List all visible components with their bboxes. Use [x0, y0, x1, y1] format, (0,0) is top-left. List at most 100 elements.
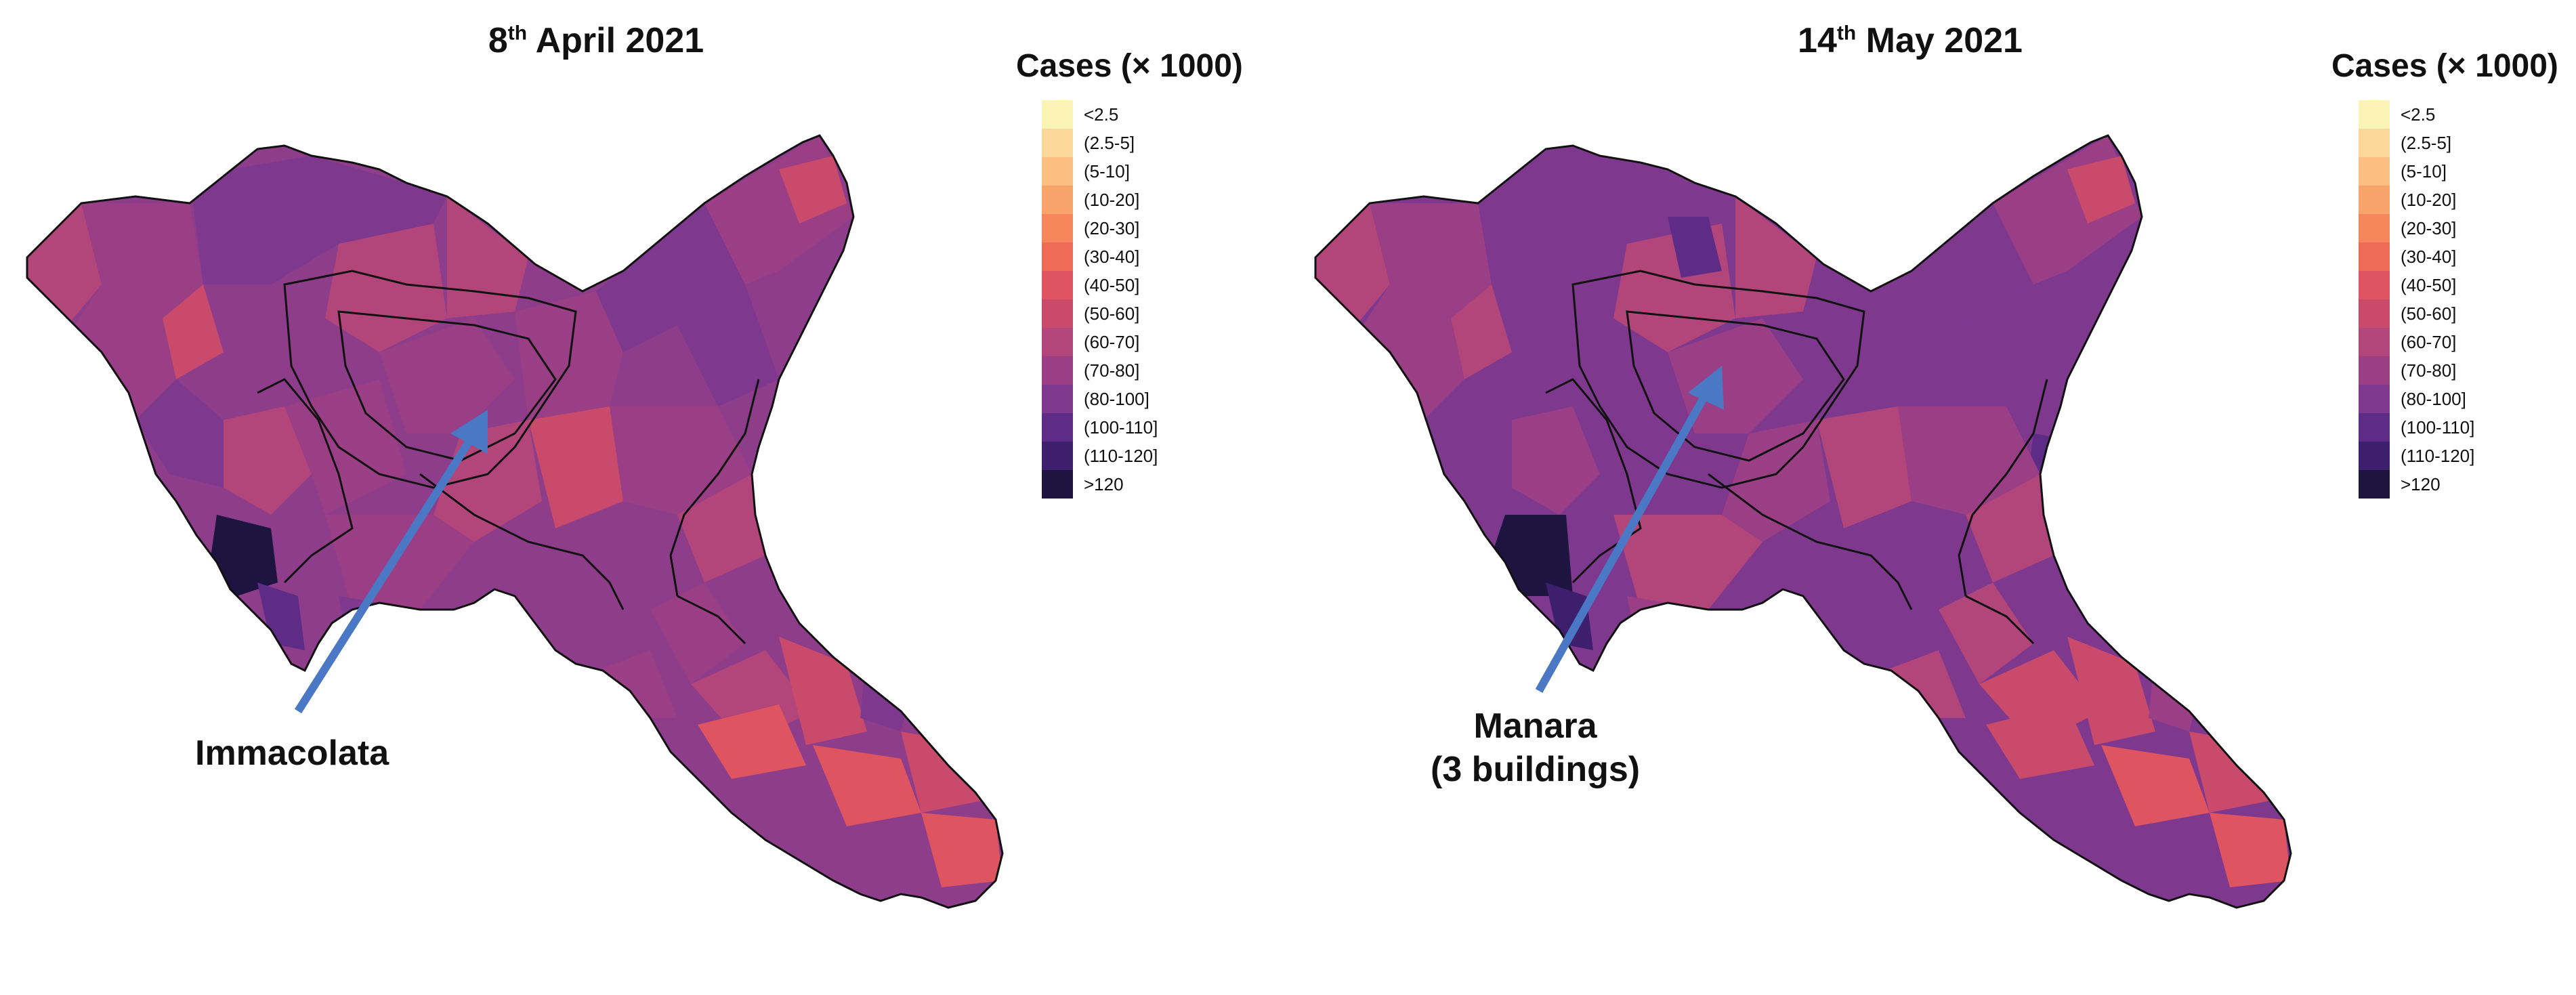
- legend-swatch: [2359, 356, 2390, 385]
- legend-label: (110-120]: [2401, 445, 2475, 466]
- legend-label: (20-30]: [1084, 217, 1140, 238]
- legend-swatch: [1042, 157, 1073, 186]
- arrowhead: [1688, 366, 1724, 410]
- annotation-immacolata: Immacolata: [195, 734, 389, 773]
- legend-swatch: [1042, 186, 1073, 214]
- legend-item: (2.5-5]: [1042, 129, 1158, 157]
- legend-item: (100-110]: [1042, 413, 1158, 442]
- arrow: [1535, 387, 1712, 693]
- legend-label: (30-40]: [2401, 246, 2457, 267]
- legend-label: (30-40]: [1084, 246, 1140, 267]
- legend-label: <2.5: [2401, 104, 2436, 125]
- legend-item: >120: [1042, 470, 1158, 499]
- legend-title: Cases (× 1000): [1016, 48, 1243, 84]
- legend-item: (80-100]: [1042, 385, 1158, 413]
- legend-label: >120: [1084, 473, 1124, 494]
- legend-swatch: [2359, 129, 2390, 157]
- legend-item: (110-120]: [1042, 442, 1158, 470]
- legend-label: (50-60]: [1084, 303, 1140, 324]
- legend-label: (80-100]: [2401, 388, 2466, 409]
- legend-swatch: [2359, 385, 2390, 413]
- legend-item: (70-80]: [2359, 356, 2474, 385]
- legend-label: (2.5-5]: [1084, 132, 1135, 153]
- panel-title: 14th May 2021: [1798, 21, 2023, 60]
- legend-label: (5-10]: [1084, 161, 1130, 182]
- legend-swatch: [2359, 100, 2390, 129]
- map-panel-may: 14th May 2021 Cases (× 1000) <2.5 (2.5-5]…: [1288, 0, 2576, 995]
- legend-item: (10-20]: [1042, 186, 1158, 214]
- legend-swatch: [1042, 385, 1073, 413]
- legend-item: (60-70]: [1042, 328, 1158, 356]
- legend-swatch: [2359, 299, 2390, 328]
- legend-swatch: [2359, 442, 2390, 470]
- legend-swatch: [1042, 242, 1073, 271]
- legend-swatch: [1042, 100, 1073, 129]
- legend-label: (80-100]: [1084, 388, 1149, 409]
- legend-swatch: [1042, 413, 1073, 442]
- legend-label: (100-110]: [1084, 417, 1158, 438]
- legend-item: >120: [2359, 470, 2474, 499]
- legend-swatch: [2359, 271, 2390, 299]
- legend-label: (40-50]: [1084, 274, 1140, 295]
- legend-item: (2.5-5]: [2359, 129, 2474, 157]
- legend-label: (2.5-5]: [2401, 132, 2452, 153]
- legend-label: (20-30]: [2401, 217, 2457, 238]
- legend-item: (20-30]: [1042, 214, 1158, 242]
- legend-item: (40-50]: [2359, 271, 2474, 299]
- legend-swatch: [1042, 129, 1073, 157]
- legend-label: (40-50]: [2401, 274, 2457, 295]
- legend-item: (5-10]: [2359, 157, 2474, 186]
- legend-swatch: [2359, 328, 2390, 356]
- legend-label: (70-80]: [1084, 360, 1140, 381]
- legend-item: (30-40]: [2359, 242, 2474, 271]
- legend-swatch: [2359, 157, 2390, 186]
- legend-item: <2.5: [2359, 100, 2474, 129]
- legend-swatch: [2359, 470, 2390, 499]
- legend-item: (50-60]: [2359, 299, 2474, 328]
- choropleth-map: [26, 134, 1004, 909]
- legend-label: (70-80]: [2401, 360, 2457, 381]
- annotation-manara: Manara (3 buildings): [1431, 706, 1641, 789]
- legend-item: (60-70]: [2359, 328, 2474, 356]
- legend-item: (10-20]: [2359, 186, 2474, 214]
- legend-item: (20-30]: [2359, 214, 2474, 242]
- map-regions: [1315, 135, 2291, 887]
- legend-label: (60-70]: [1084, 331, 1140, 352]
- legend-swatch: [1042, 214, 1073, 242]
- legend-swatch: [1042, 442, 1073, 470]
- legend: <2.5 (2.5-5] (5-10] (10-20] (20-30] (30-40] (4…: [2359, 100, 2474, 499]
- legend-item: (70-80]: [1042, 356, 1158, 385]
- legend-label: (10-20]: [2401, 189, 2457, 210]
- legend-item: (40-50]: [1042, 271, 1158, 299]
- legend-swatch: [1042, 271, 1073, 299]
- map-panel-april: 8th April 2021 Cases (× 1000) <2.5 (2.5-5…: [26, 21, 1243, 909]
- legend-item: (100-110]: [2359, 413, 2474, 442]
- legend-label: >120: [2401, 473, 2441, 494]
- legend-label: (10-20]: [1084, 189, 1140, 210]
- legend: <2.5 (2.5-5] (5-10] (10-20] (20-30] (30-40] (4…: [1042, 100, 1158, 499]
- legend-label: (100-110]: [2401, 417, 2475, 438]
- legend-label: <2.5: [1084, 104, 1119, 125]
- legend-swatch: [1042, 328, 1073, 356]
- legend-swatch: [2359, 413, 2390, 442]
- legend-item: (30-40]: [1042, 242, 1158, 271]
- legend-item: (110-120]: [2359, 442, 2474, 470]
- legend-item: <2.5: [1042, 100, 1158, 129]
- choropleth-map: [1314, 134, 2292, 909]
- legend-label: (5-10]: [2401, 161, 2447, 182]
- legend-title: Cases (× 1000): [2331, 48, 2558, 84]
- legend-item: (5-10]: [1042, 157, 1158, 186]
- legend-item: (50-60]: [1042, 299, 1158, 328]
- panel-title: 8th April 2021: [488, 21, 704, 60]
- legend-swatch: [2359, 186, 2390, 214]
- legend-label: (110-120]: [1084, 445, 1158, 466]
- arrow: [294, 431, 478, 714]
- legend-swatch: [1042, 299, 1073, 328]
- arrowhead: [450, 410, 488, 454]
- legend-swatch: [1042, 356, 1073, 385]
- legend-swatch: [2359, 242, 2390, 271]
- legend-swatch: [2359, 214, 2390, 242]
- legend-label: (60-70]: [2401, 331, 2457, 352]
- legend-item: (80-100]: [2359, 385, 2474, 413]
- legend-label: (50-60]: [2401, 303, 2457, 324]
